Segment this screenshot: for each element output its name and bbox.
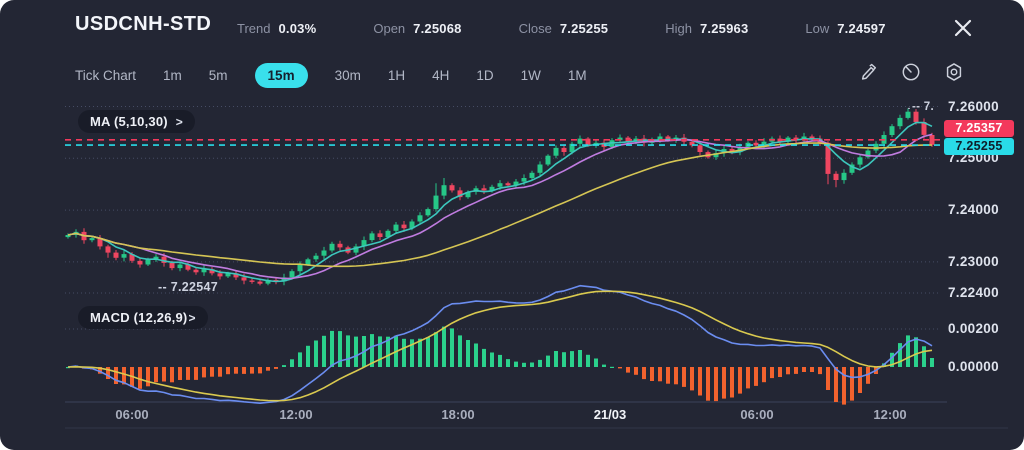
x-axis-tick: 12:00	[873, 407, 907, 422]
tab-1w[interactable]: 1W	[520, 67, 541, 83]
x-axis-tick: 12:00	[279, 407, 313, 422]
timer-button[interactable]	[900, 61, 922, 83]
stat-label: Close	[518, 21, 552, 36]
tab-tick-chart[interactable]: Tick Chart	[75, 67, 137, 83]
stat-label: High	[665, 21, 692, 36]
ma-label-text: MA (5,10,30)	[90, 114, 168, 129]
y-axis-tick: 0.00000	[948, 359, 999, 374]
high-price-marker: -- 7.	[912, 101, 934, 114]
chart-tools	[857, 61, 965, 83]
tab-1m[interactable]: 1m	[163, 67, 182, 83]
tab-1m[interactable]: 1M	[567, 67, 587, 83]
stat-close: Close 7.25255	[519, 21, 609, 36]
x-axis-tick: 18:00	[441, 407, 475, 422]
timeframe-tabs: Tick Chart 1m 5m 15m 30m 1H 4H 1D 1W 1M	[75, 60, 587, 90]
chevron-right-icon: >	[188, 310, 196, 325]
x-axis-tick: 06:00	[115, 407, 149, 422]
stat-value: 7.24597	[837, 21, 886, 36]
low-price-marker: -- 7.22547	[158, 280, 218, 295]
stat-value: 7.25255	[559, 21, 609, 36]
x-axis-tick: 06:00	[740, 407, 774, 422]
y-axis-tick: 7.24000	[948, 202, 999, 218]
ma-indicator-label[interactable]: MA (5,10,30) >	[78, 110, 195, 133]
tab-1h[interactable]: 1H	[387, 67, 406, 83]
timer-clock-icon	[902, 63, 920, 81]
close-button[interactable]	[950, 15, 976, 41]
chevron-right-icon: >	[175, 114, 183, 129]
tab-15m[interactable]: 15m	[254, 62, 308, 88]
pencil-icon	[861, 63, 877, 80]
stat-value: 7.25068	[413, 21, 462, 36]
settings-button[interactable]	[943, 61, 965, 83]
stat-low: Low 7.24597	[805, 21, 885, 36]
stat-value: 0.03%	[278, 21, 317, 36]
stat-label: Trend	[237, 21, 271, 36]
tab-4h[interactable]: 4H	[432, 67, 450, 83]
stat-high: High 7.25963	[665, 21, 748, 36]
alert-price-badge: 7.25357	[944, 120, 1014, 137]
x-axis-tick: 21/03	[593, 407, 627, 422]
stat-label: Low	[805, 21, 830, 36]
stat-trend: Trend 0.03%	[237, 21, 316, 36]
stat-value: 7.25963	[699, 21, 749, 36]
stat-open: Open 7.25068	[373, 21, 461, 36]
y-axis-tick: 0.00200	[948, 321, 999, 336]
y-axis-tick: 7.26000	[948, 98, 999, 114]
tab-30m[interactable]: 30m	[334, 67, 361, 83]
y-axis-tick: 7.23000	[948, 253, 999, 269]
ohlc-stats: Trend 0.03% Open 7.25068 Close 7.25255 High 7.2…	[237, 21, 886, 36]
y-axis-tick: 7.22400	[948, 284, 999, 300]
settings-gear-icon	[946, 63, 962, 81]
symbol-title: USDCNH-STD	[75, 13, 212, 35]
draw-button[interactable]	[857, 61, 879, 83]
tab-1d[interactable]: 1D	[476, 67, 494, 83]
last-price-badge: 7.25255	[944, 138, 1014, 155]
stat-label: Open	[373, 21, 406, 36]
tab-5m[interactable]: 5m	[208, 67, 228, 83]
macd-label-text: MACD (12,26,9)	[90, 310, 188, 325]
macd-indicator-label[interactable]: MACD (12,26,9) >	[78, 306, 208, 329]
close-icon	[954, 19, 972, 37]
